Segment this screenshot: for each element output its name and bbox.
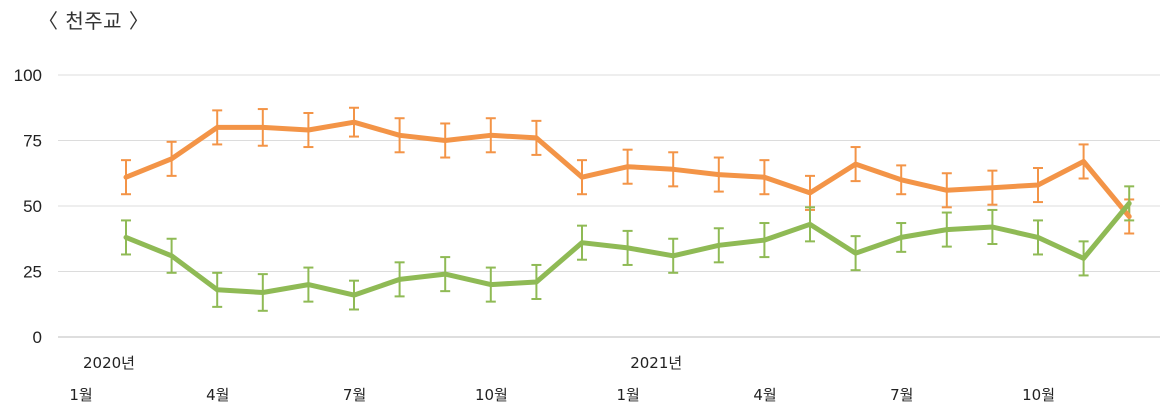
y-tick-label: 75	[23, 132, 42, 151]
x-month-label: 1월	[69, 386, 92, 404]
x-year-label: 2020년	[83, 354, 135, 372]
x-year-label: 2021년	[630, 354, 682, 372]
series-line-green	[123, 200, 1132, 298]
x-month-label: 4월	[753, 386, 776, 404]
y-tick-label: 25	[23, 263, 42, 282]
x-month-label: 4월	[206, 386, 229, 404]
x-month-label: 7월	[890, 386, 913, 404]
y-tick-label: 100	[14, 66, 42, 85]
series-line-orange	[123, 119, 1132, 219]
x-month-label: 7월	[343, 386, 366, 404]
y-tick-label: 50	[23, 197, 42, 216]
x-month-label: 1월	[617, 386, 640, 404]
y-tick-label: 0	[33, 328, 42, 347]
chart-title: 〈 천주교 〉	[38, 9, 150, 33]
x-month-label: 10월	[475, 386, 508, 404]
x-month-label: 10월	[1022, 386, 1055, 404]
